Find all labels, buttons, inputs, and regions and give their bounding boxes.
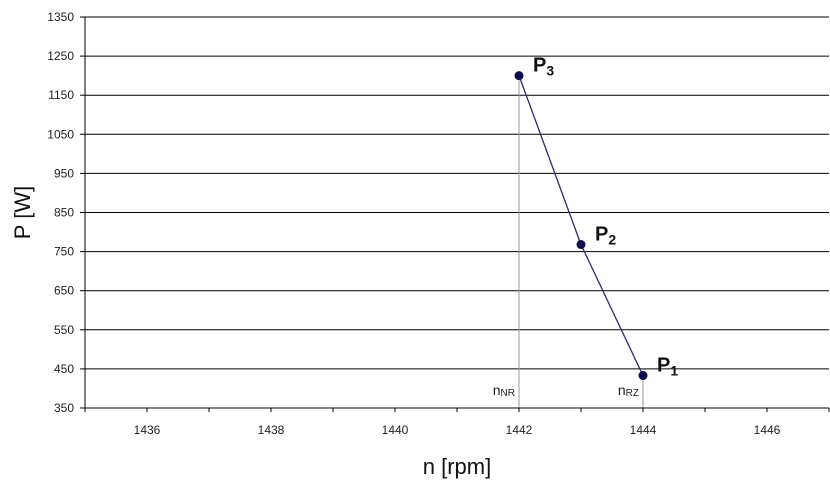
y-tick-label: 950	[54, 166, 74, 180]
x-tick-label: 1440	[382, 423, 409, 437]
reference-line-label: nRZ	[618, 382, 639, 399]
x-tick-label: 1436	[134, 423, 161, 437]
y-tick-label: 550	[54, 323, 74, 337]
y-tick-label: 350	[54, 401, 74, 415]
y-axis-title: P [W]	[10, 186, 35, 239]
reference-line-label: nNR	[493, 382, 515, 399]
x-tick-label: 1444	[630, 423, 657, 437]
x-tick-label: 1438	[258, 423, 285, 437]
axes	[80, 16, 830, 412]
y-tick-label: 650	[54, 284, 74, 298]
data-point	[638, 371, 648, 381]
y-tick-label: 1050	[47, 127, 74, 141]
y-tick-label: 1250	[47, 49, 74, 63]
data-point-label: P3	[533, 55, 554, 79]
y-tick-label: 1150	[48, 88, 74, 102]
reference-lines: nNR nRZ	[493, 75, 644, 408]
data-point	[514, 71, 524, 81]
y-tick-labels: 350 450 550 650 750 850 950 1050 1150 1250 1350	[47, 10, 74, 415]
y-tick-label: 450	[54, 362, 74, 376]
x-tick-labels: 1436 1438 1440 1442 1444 1446	[134, 423, 781, 437]
series-line	[518, 75, 644, 376]
x-axis-title: n [rpm]	[423, 454, 491, 479]
data-point-label: P2	[595, 224, 616, 248]
y-tick-label: 750	[54, 245, 74, 259]
grid-lines	[85, 16, 829, 409]
data-point	[576, 240, 586, 250]
x-tick-label: 1442	[506, 423, 533, 437]
y-tick-label: 850	[54, 206, 74, 220]
y-tick-label: 1350	[47, 10, 74, 24]
x-tick-label: 1446	[754, 423, 781, 437]
series: P1 P2 P3	[514, 55, 678, 381]
data-point-label: P1	[657, 355, 678, 379]
